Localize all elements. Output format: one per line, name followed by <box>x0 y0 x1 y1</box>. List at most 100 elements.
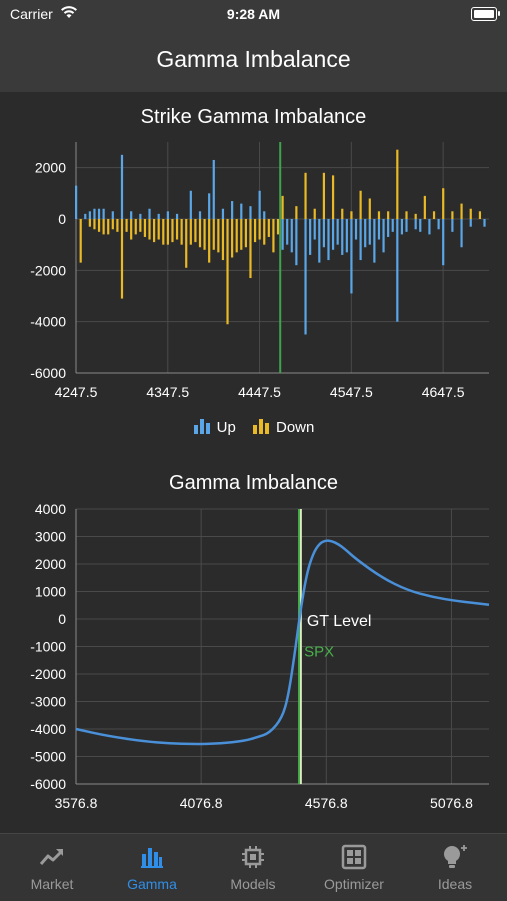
y-tick-label: 0 <box>58 211 66 227</box>
up-bar <box>359 219 362 261</box>
down-bar <box>478 211 482 219</box>
up-bar <box>102 208 105 219</box>
up-bar <box>93 208 96 219</box>
down-bar <box>423 195 426 219</box>
down-bar <box>377 211 381 219</box>
down-bar <box>368 198 371 219</box>
down-bar <box>313 208 316 219</box>
down-bar <box>460 203 463 219</box>
up-bar <box>198 211 202 219</box>
down-bar <box>162 219 165 245</box>
down-bar <box>143 219 147 237</box>
up-bar <box>428 219 431 235</box>
tab-optimizer[interactable]: Optimizer <box>304 844 404 892</box>
up-bars-icon <box>193 419 210 434</box>
up-bar <box>88 211 91 219</box>
down-bar <box>253 219 257 243</box>
down-bar <box>451 211 454 219</box>
y-tick-label: -4000 <box>30 721 66 737</box>
down-bar <box>221 219 225 261</box>
up-bar <box>231 201 234 219</box>
down-bar <box>185 219 188 268</box>
down-bar <box>107 219 110 235</box>
down-bar <box>244 219 247 248</box>
down-bar <box>208 219 211 263</box>
up-bar <box>139 213 142 219</box>
up-bar <box>75 185 78 219</box>
tab-models[interactable]: Models <box>203 844 303 892</box>
down-bar <box>116 219 119 232</box>
y-tick-label: -6000 <box>30 776 66 792</box>
y-tick-label: -2000 <box>30 666 66 682</box>
tab-ideas-label: Ideas <box>437 876 473 892</box>
up-bar <box>341 219 344 255</box>
up-bar <box>120 154 124 219</box>
up-bar <box>377 219 381 240</box>
up-bar <box>304 219 307 335</box>
down-bars-icon <box>253 419 269 434</box>
y-tick-label: 3000 <box>35 529 66 545</box>
up-bar <box>221 208 225 219</box>
down-bar <box>432 211 436 219</box>
up-bar <box>368 219 371 245</box>
down-bar <box>387 211 390 219</box>
y-tick-label: -3000 <box>30 694 66 710</box>
tab-gamma-label: Gamma <box>127 876 177 892</box>
down-bar <box>120 219 124 299</box>
down-bar <box>405 211 408 219</box>
x-tick-label: 4076.8 <box>180 795 223 811</box>
chart-legend: Up Down <box>0 418 507 436</box>
chip-icon <box>242 846 264 868</box>
down-bar <box>281 195 284 219</box>
gt-level-label: GT Level <box>307 613 372 630</box>
up-bar <box>382 219 385 253</box>
spx-label: SPX <box>304 644 334 661</box>
down-bar <box>396 149 399 219</box>
tab-ideas[interactable]: Ideas <box>405 844 505 892</box>
down-bar <box>139 219 142 232</box>
down-bar <box>226 219 229 325</box>
down-bar <box>267 219 270 237</box>
up-bar <box>175 213 179 219</box>
down-bar <box>134 219 137 235</box>
up-bar <box>396 219 399 322</box>
up-bar <box>373 219 376 263</box>
tab-market[interactable]: Market <box>2 844 102 892</box>
up-bar <box>295 219 298 266</box>
down-bar <box>180 219 183 245</box>
up-bar <box>469 219 472 227</box>
down-bar <box>263 219 266 245</box>
down-bar <box>295 206 298 219</box>
x-tick-label: 4647.5 <box>422 384 465 400</box>
strike-gamma-imbalance-chart: 2000 0 -2000 -4000 -6000 4247.5 4347.5 4447.5 45… <box>30 142 489 400</box>
up-bar <box>350 219 353 294</box>
up-bar <box>345 219 348 253</box>
up-bar <box>240 203 243 219</box>
up-bar <box>286 219 289 245</box>
legend-up-label: Up <box>216 419 236 436</box>
up-bar <box>331 219 335 250</box>
up-bar <box>442 219 445 266</box>
tab-gamma[interactable]: Gamma <box>102 844 202 892</box>
y-tick-label: 1000 <box>35 584 66 600</box>
y-tick-label: -5000 <box>30 749 66 765</box>
up-bar <box>84 213 87 219</box>
y-tick-label: -4000 <box>30 314 66 330</box>
down-bar <box>153 219 156 243</box>
up-bar <box>419 219 422 232</box>
down-bar <box>93 219 96 230</box>
up-bar <box>414 219 417 230</box>
down-bar <box>359 190 362 219</box>
strike-gamma-chart-title: Strike Gamma Imbalance <box>140 106 367 128</box>
up-bar <box>189 190 192 219</box>
up-bar <box>322 219 325 248</box>
up-bar <box>157 213 160 219</box>
up-bar <box>364 219 367 248</box>
lightbulb-icon <box>444 845 467 868</box>
navigation-bar: Gamma Imbalance <box>0 30 507 92</box>
up-bar <box>391 219 394 232</box>
wifi-icon <box>61 6 77 18</box>
up-bar <box>318 219 321 263</box>
y-tick-label: -2000 <box>30 262 66 278</box>
down-bar <box>235 219 238 253</box>
